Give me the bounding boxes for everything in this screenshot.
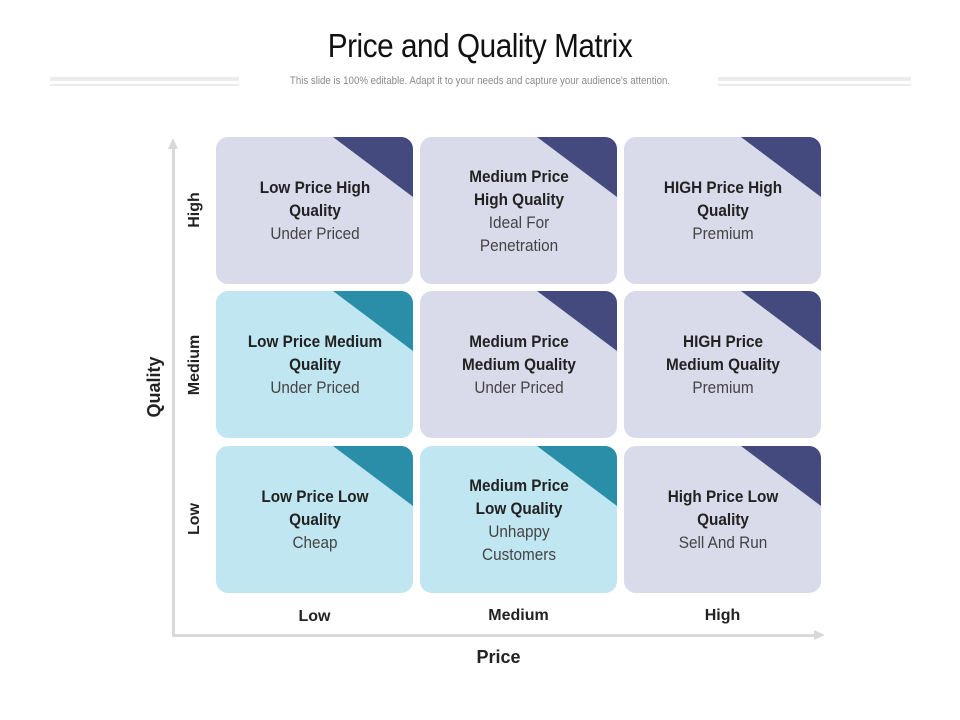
y-tick-low: Low (186, 503, 203, 535)
cell-title: Medium Price Low Quality (468, 475, 569, 518)
x-axis-arrow-icon (814, 630, 825, 640)
decorative-line-right-thin (718, 84, 911, 86)
cell-title: Low Price Medium Quality (247, 332, 382, 374)
cell-subtitle: Ideal For Penetration (479, 212, 558, 255)
cell-subtitle: Unhappy Customers (481, 521, 556, 564)
y-axis-arrow-icon (168, 138, 178, 149)
cell-title: Low Price Low Quality (260, 487, 369, 529)
matrix-cell-medium-price-medium-quality: Medium Price Medium Quality Under Priced (420, 291, 617, 438)
matrix-cell-low-price-high-quality: Low Price High Quality Under Priced (216, 137, 413, 284)
cell-title: HIGH Price High Quality (663, 178, 782, 220)
matrix-cell-high-price-low-quality: High Price Low Quality Sell And Run (624, 446, 821, 593)
page-subtitle: This slide is 100% editable. Adapt it to… (289, 75, 671, 87)
cell-subtitle: Sell And Run (678, 533, 767, 552)
decorative-line-left-thick (50, 77, 239, 81)
x-tick-low: Low (298, 608, 331, 625)
y-tick-medium: Medium (186, 334, 203, 396)
cell-title: High Price Low Quality (667, 487, 778, 529)
decorative-line-left-thin (50, 84, 239, 86)
x-axis-line (172, 634, 816, 637)
y-axis-line (172, 146, 175, 637)
matrix-cell-low-price-low-quality: Low Price Low Quality Cheap (216, 446, 413, 593)
y-tick-high: High (186, 192, 203, 228)
matrix-cell-medium-price-high-quality: Medium Price High Quality Ideal For Pene… (420, 137, 617, 284)
cell-title: Medium Price High Quality (468, 166, 569, 209)
matrix-cell-low-price-medium-quality: Low Price Medium Quality Under Priced (216, 291, 413, 438)
decorative-line-right-thick (718, 77, 911, 81)
cell-subtitle: Premium (691, 224, 754, 243)
y-axis-title: Quality (144, 356, 164, 418)
matrix-cell-high-price-high-quality: HIGH Price High Quality Premium (624, 137, 821, 284)
matrix-cell-medium-price-low-quality: Medium Price Low Quality Unhappy Custome… (420, 446, 617, 593)
page-title: Price and Quality Matrix (327, 27, 633, 64)
cell-title: Medium Price Medium Quality (461, 332, 576, 374)
cell-subtitle: Cheap (291, 533, 338, 552)
cell-subtitle: Premium (691, 378, 754, 397)
x-tick-high: High (704, 607, 741, 624)
x-axis-title: Price (476, 647, 521, 667)
x-tick-medium: Medium (488, 607, 549, 624)
matrix-cell-high-price-medium-quality: HIGH Price Medium Quality Premium (624, 291, 821, 438)
cell-title: Low Price High Quality (259, 178, 370, 220)
cell-subtitle: Under Priced (473, 378, 564, 397)
cell-title: HIGH Price Medium Quality (665, 332, 780, 374)
cell-subtitle: Under Priced (269, 378, 360, 397)
cell-subtitle: Under Priced (269, 224, 360, 243)
